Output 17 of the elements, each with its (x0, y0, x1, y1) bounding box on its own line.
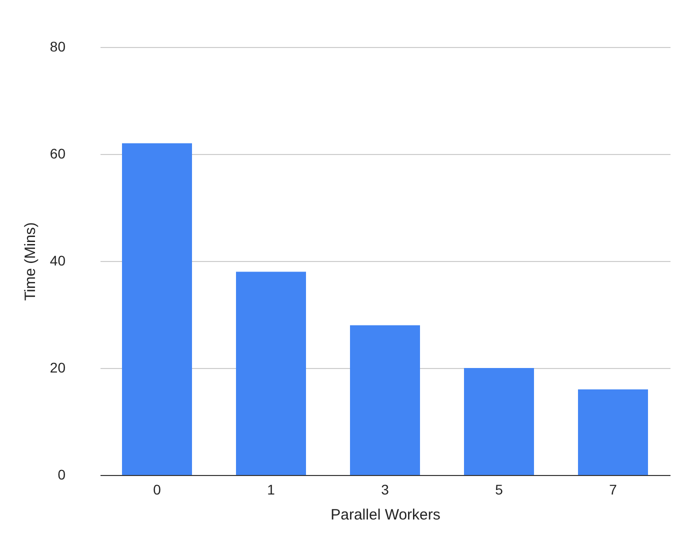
y-tick-label: 80 (50, 38, 66, 54)
x-tick-label: 5 (495, 482, 504, 498)
x-tick-label: 3 (381, 482, 390, 498)
y-axis-title: Time (Mins) (22, 222, 39, 301)
x-axis-title: Parallel Workers (330, 506, 440, 524)
y-tick-label: 20 (50, 360, 66, 376)
bar (236, 272, 306, 475)
x-tick-label: 7 (609, 482, 618, 498)
y-tick-label: 40 (50, 252, 66, 268)
bar (122, 143, 192, 475)
x-tick-label: 1 (267, 482, 276, 498)
bar (464, 368, 534, 475)
bar (350, 325, 420, 475)
x-tick-label: 0 (153, 482, 162, 498)
bar (578, 389, 648, 475)
y-tick-label: 60 (50, 146, 66, 162)
y-tick-label: 0 (58, 466, 66, 482)
